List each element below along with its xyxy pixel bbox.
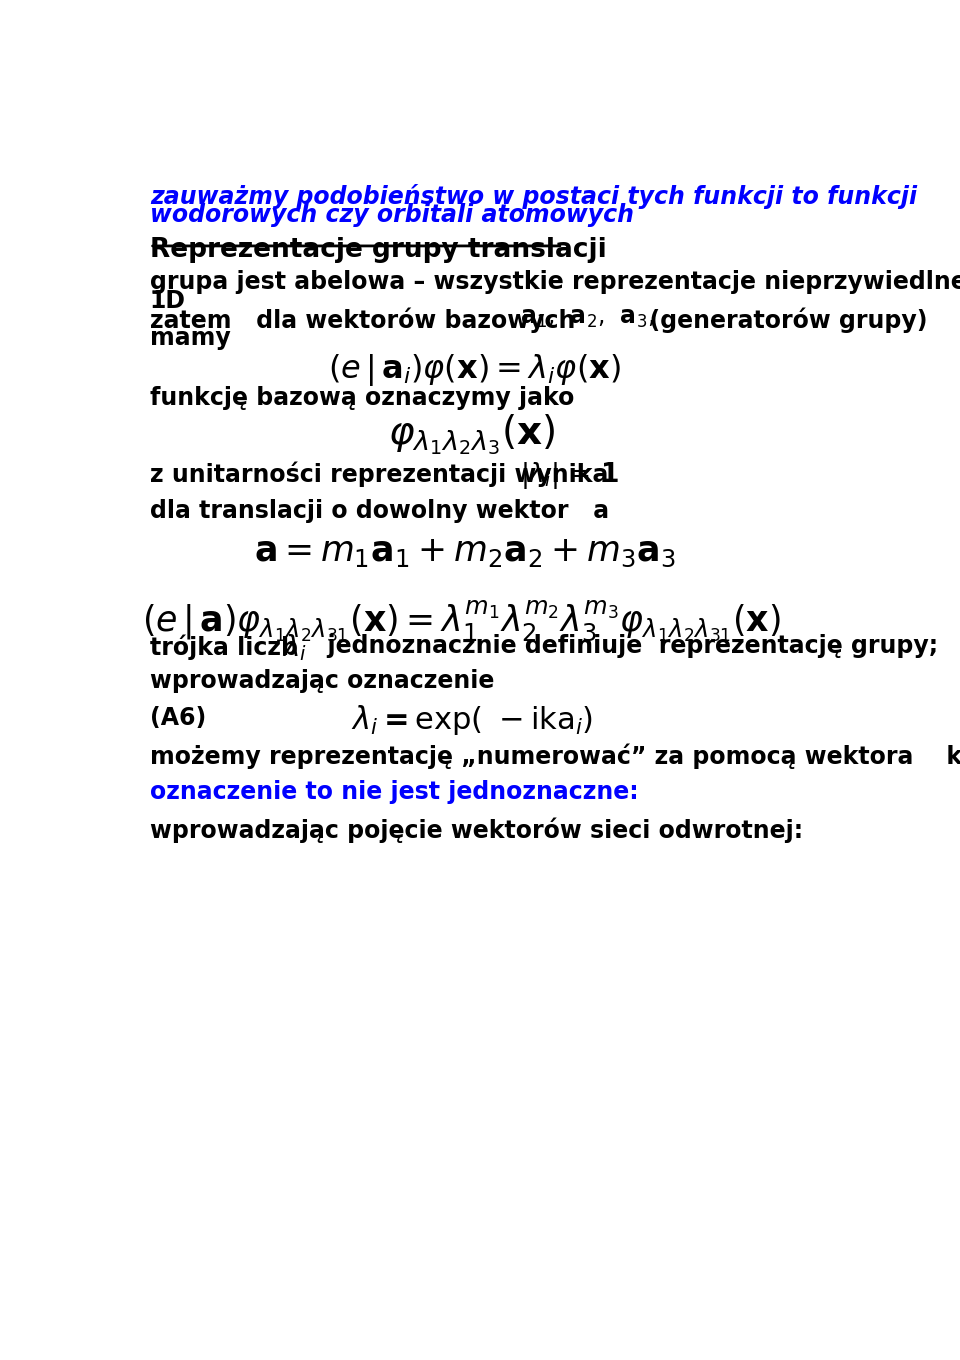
Text: możemy reprezentację „numerować” za pomocą wektora    k ;: możemy reprezentację „numerować” za pomo… bbox=[150, 744, 960, 768]
Text: $\mathbf{a} = m_1\mathbf{a}_1 + m_2\mathbf{a}_2 + m_3\mathbf{a}_3$: $\mathbf{a} = m_1\mathbf{a}_1 + m_2\math… bbox=[253, 534, 676, 568]
Text: Reprezentacje grupy translacji: Reprezentacje grupy translacji bbox=[150, 237, 607, 262]
Text: 1D: 1D bbox=[150, 288, 185, 313]
Text: trójka liczb: trójka liczb bbox=[150, 634, 323, 660]
Text: funkcję bazową oznaczymy jako: funkcję bazową oznaczymy jako bbox=[150, 386, 574, 411]
Text: wprowadzając pojęcie wektorów sieci odwrotnej:: wprowadzając pojęcie wektorów sieci odwr… bbox=[150, 817, 803, 843]
Text: z unitarności reprezentacji wynika: z unitarności reprezentacji wynika bbox=[150, 461, 641, 487]
Text: $(e\,|\,\mathbf{a})\varphi_{\lambda_1\lambda_2\lambda_{31}}(\mathbf{x}) = \lambd: $(e\,|\,\mathbf{a})\varphi_{\lambda_1\la… bbox=[142, 598, 781, 643]
Text: wodorowych czy orbitali atomowych: wodorowych czy orbitali atomowych bbox=[150, 203, 634, 227]
Text: (generatorów grupy): (generatorów grupy) bbox=[634, 307, 928, 333]
Text: oznaczenie to nie jest jednoznaczne:: oznaczenie to nie jest jednoznaczne: bbox=[150, 781, 638, 804]
Text: $\boldsymbol{\lambda_i = \mathrm{exp(\ -ika}_i\mathrm{)}}$: $\boldsymbol{\lambda_i = \mathrm{exp(\ -… bbox=[350, 703, 593, 737]
Text: jednoznacznie definiuje  reprezentację grupy;: jednoznacznie definiuje reprezentację gr… bbox=[311, 634, 938, 658]
Text: $|\lambda_i|\,=\,\mathbf{1}$: $|\lambda_i|\,=\,\mathbf{1}$ bbox=[520, 460, 619, 491]
Text: zatem   dla wektorów bazowych: zatem dla wektorów bazowych bbox=[150, 307, 600, 333]
Text: mamy: mamy bbox=[150, 325, 230, 350]
Text: grupa jest abelowa – wszystkie reprezentacje nieprzywiedlne są: grupa jest abelowa – wszystkie reprezent… bbox=[150, 271, 960, 294]
Text: $\varphi_{\lambda_1\lambda_2\lambda_3}(\mathbf{x})$: $\varphi_{\lambda_1\lambda_2\lambda_3}(\… bbox=[388, 412, 556, 457]
Text: $\mathbf{a}_1$,  $\mathbf{a}_2$,  $\mathbf{a}_3$,: $\mathbf{a}_1$, $\mathbf{a}_2$, $\mathbf… bbox=[520, 306, 655, 329]
Text: (A6): (A6) bbox=[150, 706, 206, 730]
Text: dla translacji o dowolny wektor   a: dla translacji o dowolny wektor a bbox=[150, 499, 609, 524]
Text: $\lambda_i$: $\lambda_i$ bbox=[282, 632, 307, 664]
Text: wprowadzając oznaczenie: wprowadzając oznaczenie bbox=[150, 669, 494, 694]
Text: zauważmy podobieństwo w postaci tych funkcji to funkcji: zauważmy podobieństwo w postaci tych fun… bbox=[150, 184, 917, 209]
Text: $(e\,|\,\mathbf{a}_i)\varphi(\mathbf{x}) = \lambda_i\varphi(\mathbf{x})$: $(e\,|\,\mathbf{a}_i)\varphi(\mathbf{x})… bbox=[328, 352, 621, 388]
